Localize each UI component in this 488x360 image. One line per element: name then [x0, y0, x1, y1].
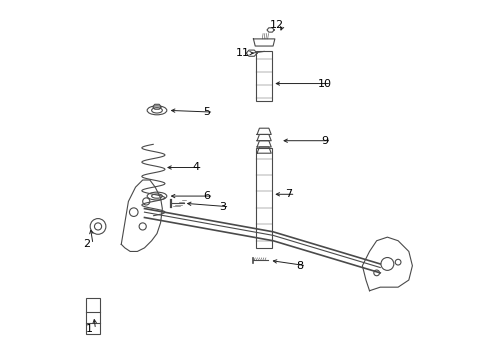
Text: 3: 3 — [219, 202, 226, 212]
Text: 6: 6 — [203, 191, 210, 201]
Bar — [256, 148, 271, 248]
Text: 11: 11 — [235, 48, 249, 58]
Text: 1: 1 — [85, 324, 92, 334]
Text: 2: 2 — [83, 239, 90, 249]
Text: 9: 9 — [321, 136, 328, 146]
Text: 8: 8 — [296, 261, 303, 271]
Bar — [85, 298, 100, 334]
Text: 10: 10 — [317, 78, 331, 89]
Text: 4: 4 — [192, 162, 200, 172]
Text: 7: 7 — [285, 189, 292, 199]
Text: 12: 12 — [269, 19, 283, 30]
Bar — [256, 51, 271, 102]
Text: 5: 5 — [203, 107, 210, 117]
